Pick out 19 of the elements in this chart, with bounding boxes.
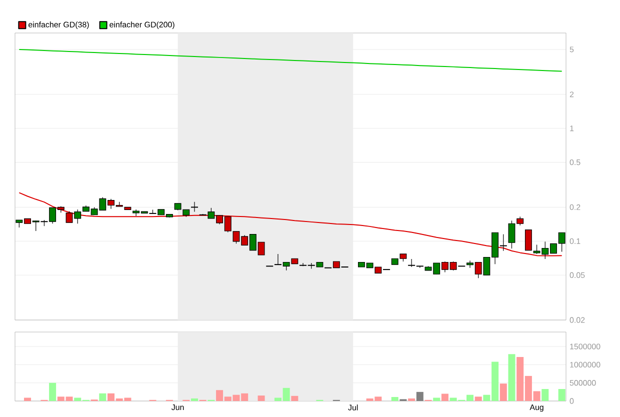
bar (508, 354, 516, 401)
bar (416, 392, 424, 401)
bar (558, 389, 566, 401)
bar (542, 389, 549, 401)
bar (24, 398, 32, 401)
candlestick (524, 230, 532, 251)
bar (408, 398, 416, 401)
bar (99, 393, 106, 401)
bar (441, 394, 448, 401)
candlestick (190, 202, 198, 212)
bar (474, 396, 482, 401)
bar (190, 398, 198, 401)
bar (391, 397, 398, 401)
candlestick (558, 232, 566, 252)
bar (258, 396, 265, 401)
bar (433, 398, 440, 401)
bar (500, 384, 507, 401)
bar (291, 396, 298, 401)
bar (49, 382, 56, 401)
